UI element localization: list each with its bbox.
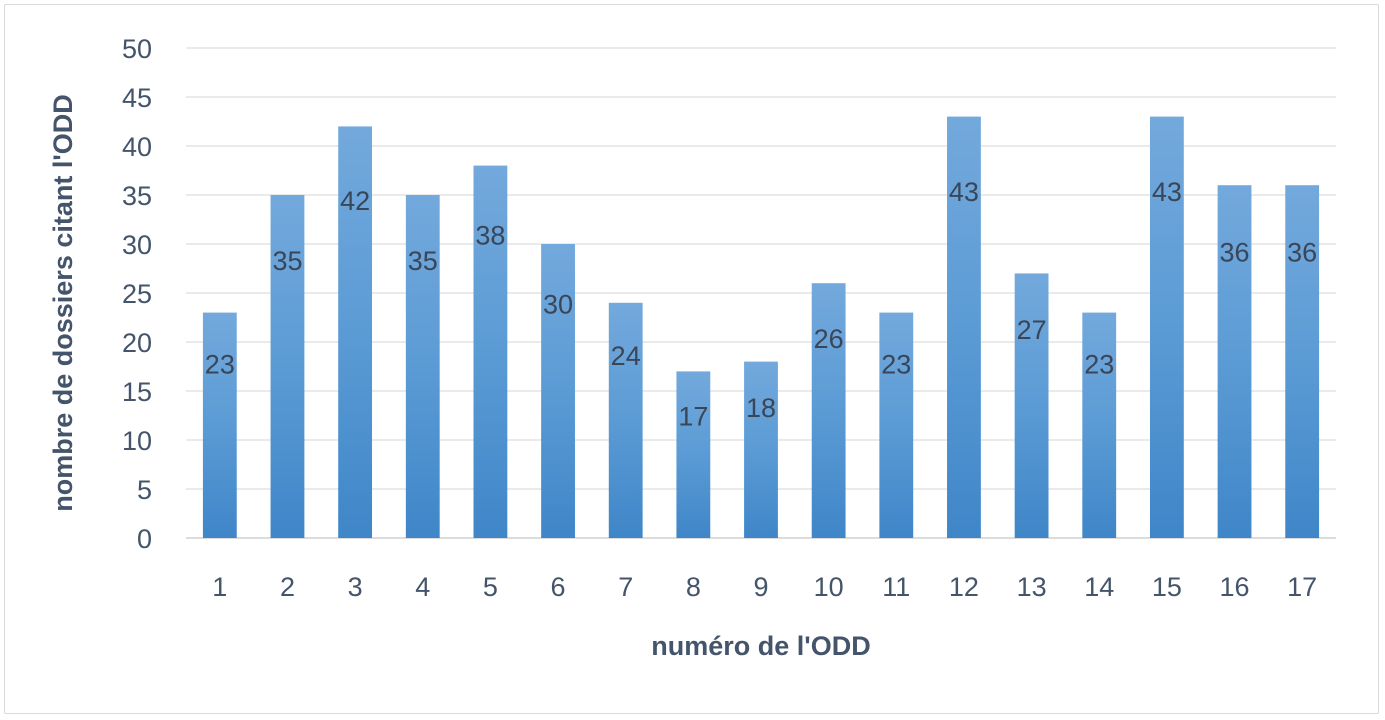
data-label: 26	[814, 324, 844, 354]
data-label: 42	[340, 186, 370, 216]
bar-odd-14	[1082, 312, 1117, 538]
data-label: 23	[881, 350, 911, 380]
bar-odd-11	[879, 312, 914, 538]
data-label: 17	[678, 401, 708, 431]
data-label: 43	[949, 177, 979, 207]
data-label: 18	[746, 393, 776, 423]
bar-odd-5	[473, 165, 508, 538]
x-tick-label: 2	[280, 572, 295, 602]
x-tick-label: 9	[753, 572, 768, 602]
data-label: 35	[272, 246, 302, 276]
bars	[202, 116, 1320, 539]
y-tick-label: 50	[122, 34, 152, 64]
data-label: 27	[1017, 315, 1047, 345]
data-label: 35	[408, 246, 438, 276]
y-tick-label: 35	[122, 181, 152, 211]
bar-odd-1	[202, 312, 237, 538]
bar-odd-17	[1285, 185, 1320, 538]
y-axis-ticks: 0 5 10 15 20 25 30 35 40 45 50	[122, 34, 152, 554]
x-tick-label: 5	[483, 572, 498, 602]
gridlines	[186, 47, 1336, 539]
bar-odd-2	[270, 195, 305, 538]
data-label: 36	[1287, 238, 1317, 268]
bar-odd-3	[338, 126, 373, 539]
data-label: 38	[475, 220, 505, 250]
y-tick-label: 30	[122, 230, 152, 260]
y-tick-label: 25	[122, 279, 152, 309]
data-label: 30	[543, 289, 573, 319]
y-tick-label: 15	[122, 377, 152, 407]
bar-odd-6	[541, 244, 575, 538]
bar-odd-10	[811, 283, 846, 538]
x-tick-label: 14	[1084, 572, 1114, 602]
y-tick-label: 10	[122, 426, 152, 456]
data-labels: 23 35 42 35 38 30 24 17 18 26 23 43 27 23 43 36 36	[205, 177, 1317, 431]
data-label: 36	[1220, 238, 1250, 268]
data-label: 23	[1084, 350, 1114, 380]
x-tick-label: 10	[814, 572, 844, 602]
bar-odd-12	[947, 116, 981, 538]
x-tick-label: 8	[686, 572, 701, 602]
x-tick-label: 4	[415, 572, 430, 602]
x-axis-ticks: 1 2 3 4 5 6 7 8 9 10 11 12 13 14 15 16 17	[212, 572, 1317, 602]
x-axis-title: numéro de l'ODD	[651, 631, 870, 661]
y-tick-label: 0	[137, 524, 152, 554]
x-tick-label: 1	[212, 572, 227, 602]
bar-odd-9	[744, 361, 778, 538]
bar-odd-4	[405, 195, 440, 538]
bar-odd-7	[608, 302, 643, 538]
bar-odd-8	[676, 371, 711, 538]
x-tick-label: 17	[1287, 572, 1317, 602]
x-tick-label: 7	[618, 572, 633, 602]
x-tick-label: 3	[348, 572, 363, 602]
data-label: 23	[205, 350, 235, 380]
y-tick-label: 40	[122, 132, 152, 162]
x-tick-label: 6	[551, 572, 566, 602]
y-tick-label: 45	[122, 83, 152, 113]
bar-odd-13	[1014, 273, 1049, 538]
bar-odd-16	[1217, 185, 1252, 538]
x-tick-label: 12	[949, 572, 979, 602]
x-tick-label: 11	[882, 572, 910, 602]
bar-odd-15	[1149, 116, 1184, 538]
x-tick-label: 15	[1152, 572, 1182, 602]
x-tick-label: 16	[1220, 572, 1250, 602]
y-tick-label: 5	[137, 475, 152, 505]
y-axis-title: nombre de dossiers citant l'ODD	[48, 94, 78, 512]
y-tick-label: 20	[122, 328, 152, 358]
x-tick-label: 13	[1017, 572, 1047, 602]
data-label: 24	[611, 341, 641, 371]
data-label: 43	[1152, 177, 1182, 207]
